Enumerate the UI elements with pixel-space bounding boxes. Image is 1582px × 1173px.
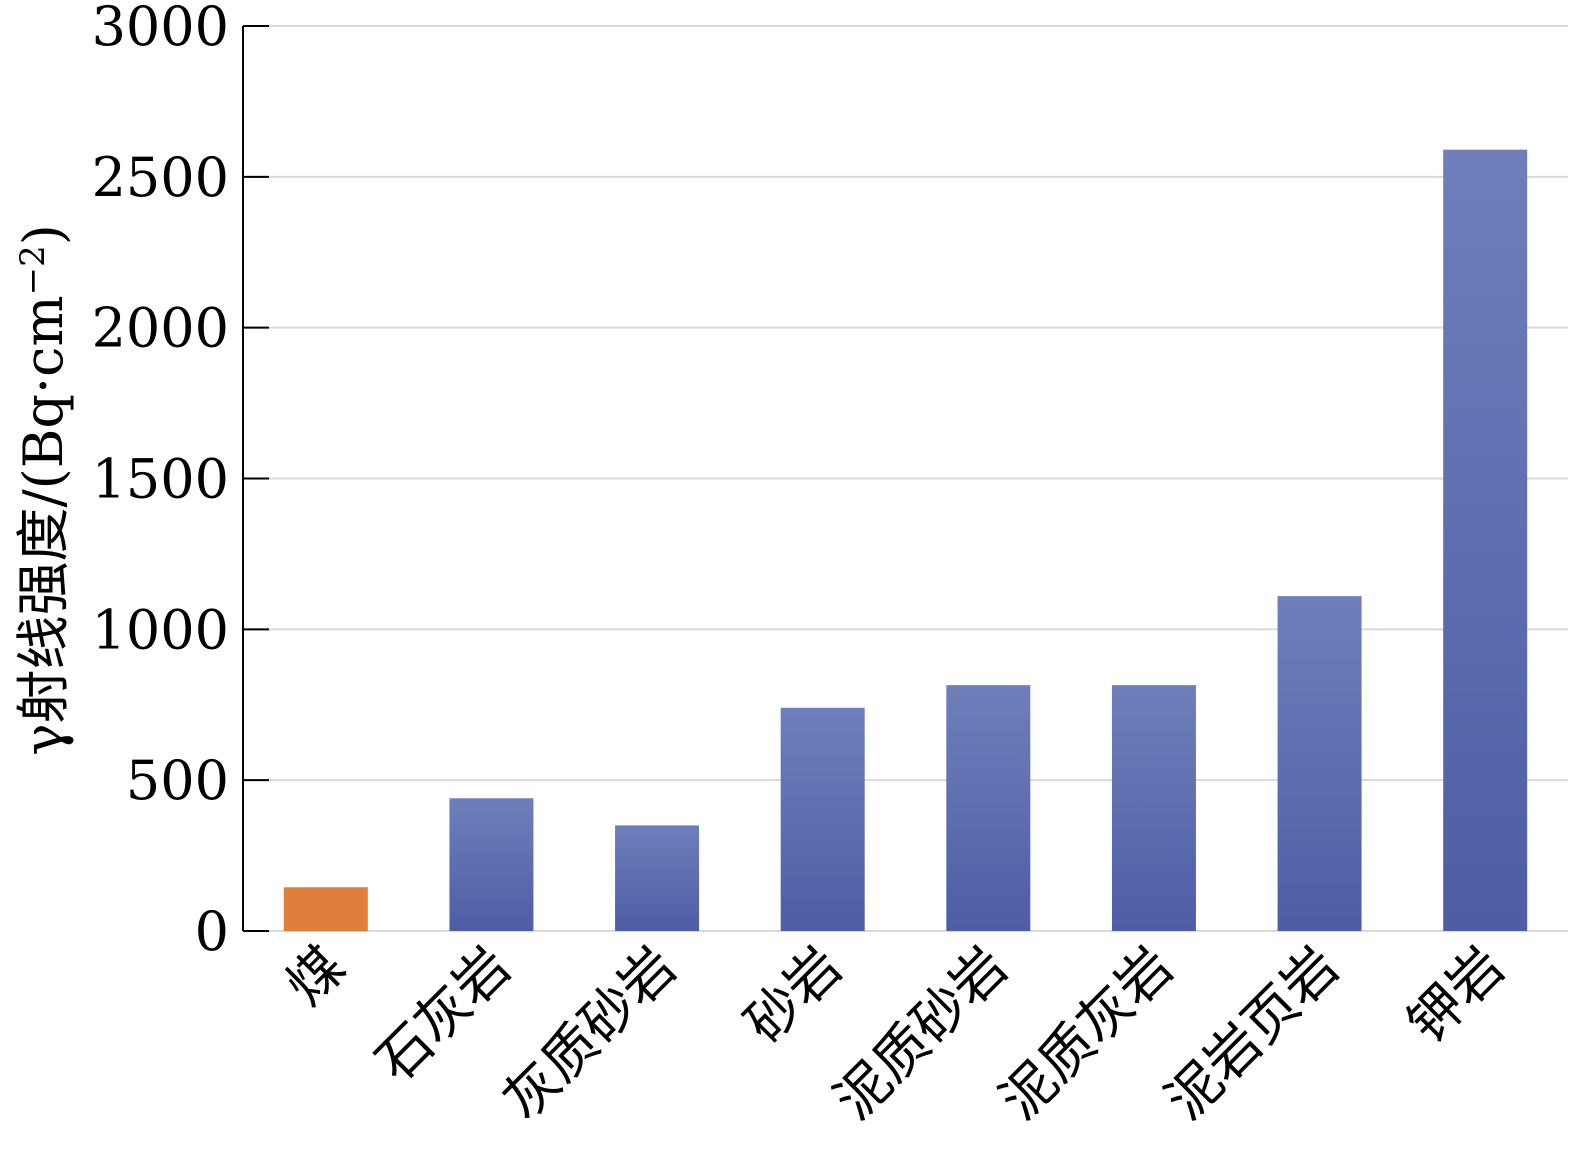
bar	[283, 887, 368, 931]
y-tick-label: 0	[195, 900, 229, 963]
y-axis-title-superscript: −2	[13, 245, 53, 295]
bar	[615, 825, 700, 931]
x-category-label: 煤	[274, 935, 357, 1018]
x-category-label: 石灰岩	[364, 935, 523, 1094]
y-tick-label: 2500	[92, 146, 229, 209]
x-category-label: 钾岩	[1395, 935, 1516, 1056]
bar	[946, 685, 1031, 931]
bar	[1277, 596, 1362, 931]
x-category-label: 砂岩	[733, 935, 854, 1056]
bar-layer	[283, 149, 1528, 931]
x-category-label: 灰质砂岩	[491, 935, 688, 1132]
x-category-label: 泥质砂岩	[822, 935, 1019, 1132]
y-tick-label: 500	[126, 749, 229, 812]
bar	[780, 707, 865, 931]
bar	[449, 798, 534, 931]
x-category-label: 泥岩页岩	[1153, 935, 1350, 1132]
y-tick-label: 2000	[92, 297, 229, 360]
y-tick-label: 1500	[92, 448, 229, 511]
x-category-label: 泥质灰岩	[988, 935, 1185, 1132]
bar	[1443, 149, 1528, 931]
y-axis-title-suffix: )	[12, 224, 75, 245]
axis-layer	[242, 25, 269, 932]
y-tick-label: 1000	[92, 598, 229, 661]
y-tick-label: 3000	[92, 0, 229, 58]
bar	[1111, 685, 1196, 931]
y-axis-title-main: γ射线强度/(Bq·cm	[12, 295, 75, 755]
y-axis-title: γ射线强度/(Bq·cm−2)	[12, 224, 75, 756]
grid-layer	[243, 25, 1568, 932]
